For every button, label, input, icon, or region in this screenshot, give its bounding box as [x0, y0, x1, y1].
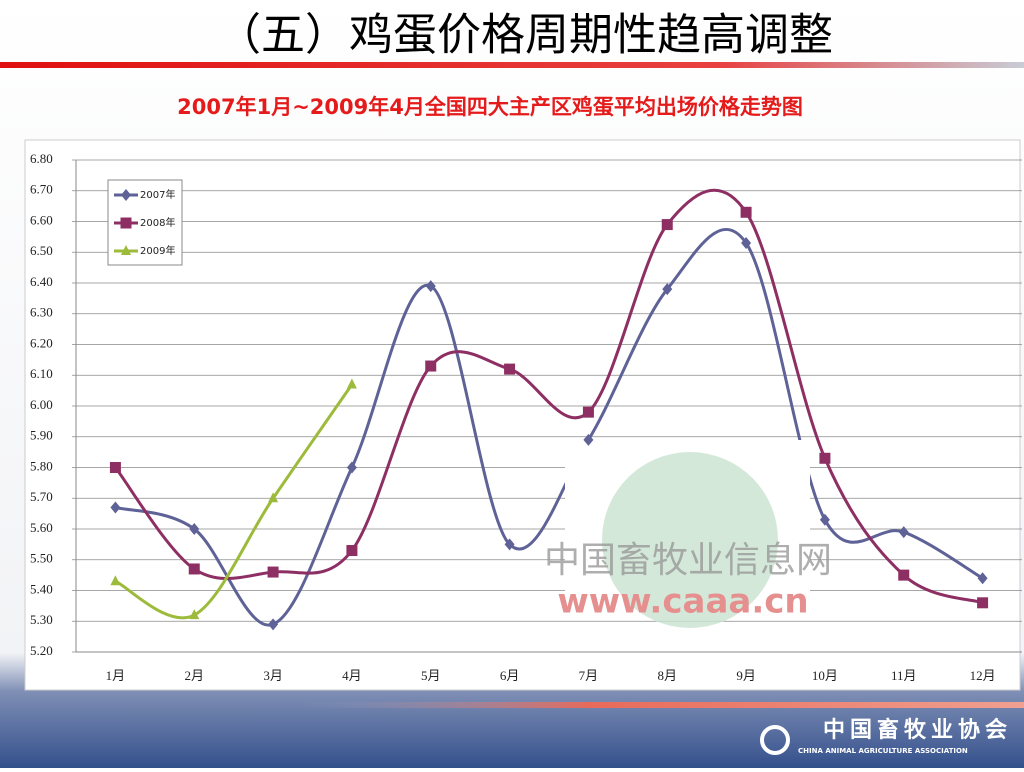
marker: [110, 501, 121, 514]
x-tick-label: 7月: [579, 668, 599, 683]
marker: [583, 433, 594, 446]
marker: [188, 563, 200, 575]
footer-rule: [300, 702, 1024, 708]
marker: [346, 545, 358, 557]
y-tick-label: 5.20: [30, 643, 53, 658]
legend-marker: [121, 245, 131, 255]
chart-title: 2007年1月~2009年4月全国四大主产区鸡蛋平均出场价格走势图: [177, 95, 803, 119]
marker: [268, 492, 279, 503]
y-tick-label: 5.50: [30, 551, 53, 566]
marker: [741, 237, 752, 250]
marker: [740, 206, 752, 218]
marker: [189, 609, 200, 620]
marker: [425, 280, 436, 293]
y-tick-label: 5.60: [30, 520, 53, 535]
marker: [898, 569, 910, 581]
y-tick-label: 6.80: [30, 151, 53, 166]
marker: [819, 452, 831, 464]
marker: [189, 523, 200, 535]
series-line: [114, 383, 354, 620]
y-tick-label: 6.10: [30, 366, 53, 381]
y-tick-label: 6.40: [30, 274, 53, 289]
footer-org-en: CHINA ANIMAL AGRICULTURE ASSOCIATION: [798, 747, 968, 755]
y-tick-label: 6.70: [30, 182, 53, 197]
x-tick-label: 2月: [184, 668, 204, 683]
x-tick-label: 5月: [421, 668, 441, 683]
watermark-logo: [602, 452, 778, 628]
marker: [346, 461, 357, 474]
x-tick-label: 12月: [970, 668, 996, 683]
y-tick-label: 6.20: [30, 335, 53, 350]
watermark-text: 中国畜牧业信息网: [544, 540, 832, 581]
marker: [425, 360, 437, 372]
x-tick-label: 6月: [500, 668, 520, 683]
series-line: [115, 227, 984, 627]
marker: [268, 618, 279, 631]
legend-marker: [121, 189, 131, 201]
y-tick-label: 5.40: [30, 581, 53, 596]
legend-marker: [120, 217, 132, 229]
x-tick-label: 1月: [106, 668, 126, 683]
x-tick-label: 8月: [657, 668, 677, 683]
marker: [267, 566, 279, 578]
chart-area: [24, 139, 1021, 691]
x-tick-label: 10月: [812, 668, 838, 683]
legend-label: 2007年: [140, 188, 175, 201]
y-tick-label: 6.30: [30, 305, 53, 320]
marker: [109, 462, 121, 473]
marker: [346, 378, 357, 389]
legend-label: 2009年: [140, 244, 175, 257]
footer-logo: [760, 725, 790, 755]
y-tick-label: 5.30: [30, 612, 53, 627]
x-tick-label: 9月: [736, 668, 756, 683]
marker: [110, 575, 121, 586]
y-tick-label: 6.00: [30, 397, 53, 412]
footer-org: 中国畜牧业协会: [823, 717, 1012, 743]
y-tick-label: 5.90: [30, 428, 53, 443]
x-tick-label: 11月: [891, 668, 917, 683]
marker: [819, 513, 830, 526]
marker: [977, 572, 988, 585]
marker: [662, 283, 673, 296]
slide-title: （五）鸡蛋价格周期性趋高调整: [217, 10, 833, 61]
marker: [898, 526, 909, 539]
marker: [661, 219, 673, 231]
y-tick-label: 5.70: [30, 489, 53, 504]
watermark: 中国畜牧业信息网 www.caaa.cn: [544, 440, 832, 628]
y-tick-label: 5.80: [30, 458, 53, 473]
marker: [977, 597, 989, 609]
title-rule: [0, 62, 1024, 68]
y-tick-label: 6.50: [30, 243, 53, 258]
legend-label: 2008年: [140, 216, 175, 229]
marker: [504, 363, 516, 375]
y-tick-label: 6.60: [30, 212, 53, 227]
marker: [504, 538, 515, 551]
x-tick-label: 4月: [342, 668, 362, 683]
marker: [582, 406, 594, 418]
watermark-url: www.caaa.cn: [557, 582, 808, 622]
x-tick-label: 3月: [263, 668, 283, 683]
